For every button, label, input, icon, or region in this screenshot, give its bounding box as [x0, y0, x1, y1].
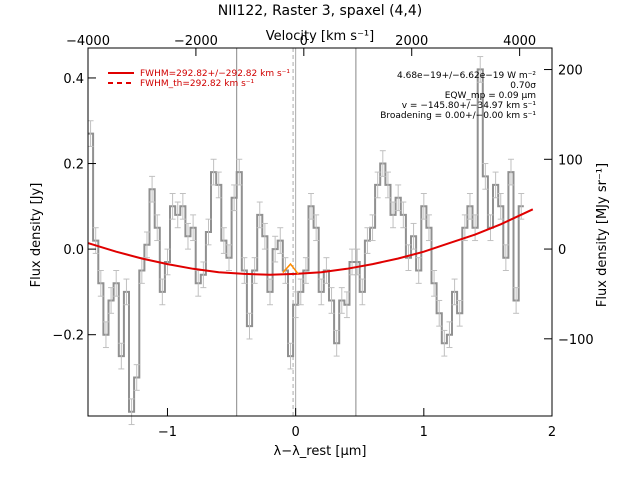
chart-title: NII122, Raster 3, spaxel (4,4)	[218, 3, 423, 19]
annotation-text: 4.68e−19+/−6.62e−19 W m⁻²	[397, 71, 536, 81]
ticks-layer: −1 0 1 2−4000 −2000 0 2000 4000−0.20.00.20.4−10…	[52, 34, 593, 440]
legend-label: FWHM_th=292.82 km s⁻¹	[140, 79, 255, 89]
y2-tick-label: 0	[558, 243, 566, 258]
legend-label: FWHM=292.82+/−292.82 km s⁻¹	[140, 69, 290, 79]
y-tick-label: 0.2	[63, 158, 84, 173]
x2-tick-label: 0	[300, 34, 308, 49]
annotation-text: v = −145.80+/−34.97 km s⁻¹	[402, 101, 537, 111]
x2-tick-label: 2000	[395, 34, 428, 49]
y-tick-label: 0.0	[63, 243, 84, 258]
left-axis-title: Flux density [Jy]	[29, 183, 44, 288]
y-tick-label: −0.2	[52, 329, 84, 344]
x2-tick-label: 4000	[503, 34, 536, 49]
y2-tick-label: 200	[558, 64, 583, 79]
top-axis-title: Velocity [km s⁻¹]	[266, 29, 374, 44]
plot-frame	[87, 47, 553, 417]
x-tick-label: 2	[548, 425, 556, 440]
x2-tick-label: −2000	[174, 34, 218, 49]
x2-tick-label: −4000	[66, 34, 110, 49]
spectrum-step-line	[88, 68, 524, 413]
y-tick-label: 0.4	[63, 72, 84, 87]
legend: FWHM=292.82+/−292.82 km s⁻¹FWHM_th=292.8…	[108, 69, 290, 89]
right-axis-title: Flux density [MJy sr⁻¹]	[595, 163, 610, 307]
x-tick-label: 0	[292, 425, 300, 440]
y2-tick-label: 100	[558, 153, 583, 168]
plot-layer	[87, 48, 534, 426]
annotation-text: Broadening = 0.00+/−0.00 km s⁻¹	[380, 111, 536, 121]
y2-tick-label: −100	[558, 333, 594, 348]
x-tick-label: 1	[420, 425, 428, 440]
annotation-text: EQW_mp = 0.09 μm	[445, 91, 536, 101]
annotation-text: 0.70σ	[510, 81, 536, 91]
x-tick-label: −1	[158, 425, 177, 440]
line-profile-peak	[282, 262, 299, 275]
fit-line	[87, 208, 534, 276]
bottom-axis-title: λ−λ_rest [μm]	[274, 444, 367, 459]
